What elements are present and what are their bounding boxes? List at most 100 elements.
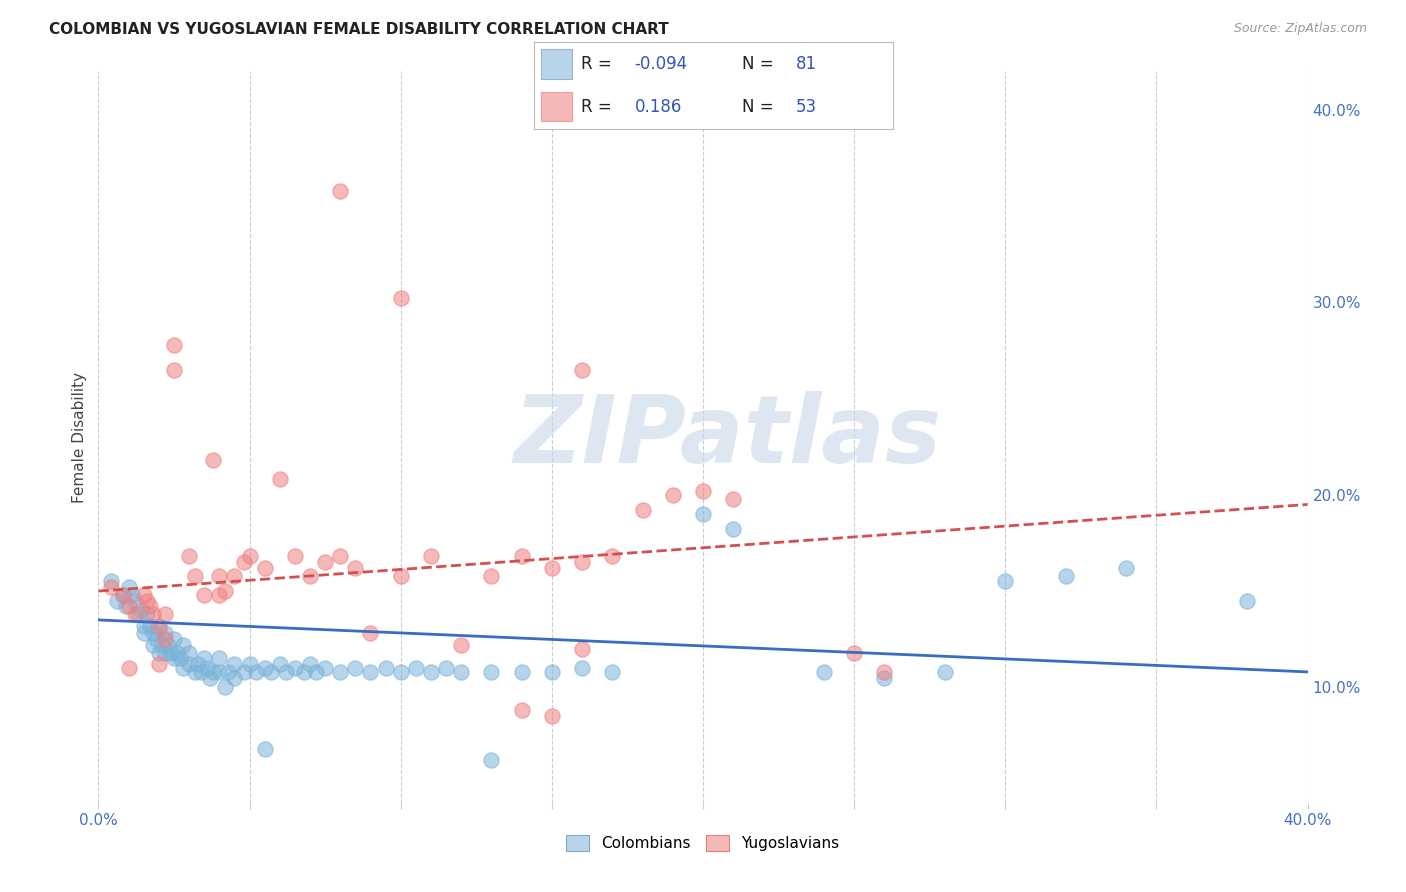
Point — [344, 661, 367, 675]
Point — [253, 561, 276, 575]
Point — [163, 362, 186, 376]
Point — [510, 703, 533, 717]
Point — [420, 549, 443, 564]
Point — [540, 665, 562, 679]
Point — [360, 665, 382, 679]
Point — [142, 638, 165, 652]
Point — [163, 651, 186, 665]
Point — [314, 661, 336, 675]
Point — [232, 665, 254, 679]
Point — [1115, 561, 1137, 575]
Point — [389, 665, 412, 679]
Point — [253, 661, 276, 675]
Point — [274, 665, 297, 679]
FancyBboxPatch shape — [541, 92, 572, 121]
Point — [208, 651, 231, 665]
Point — [934, 665, 956, 679]
Point — [481, 754, 503, 768]
Point — [389, 292, 412, 306]
Point — [994, 574, 1017, 589]
Text: ZIPatlas: ZIPatlas — [513, 391, 941, 483]
Text: Source: ZipAtlas.com: Source: ZipAtlas.com — [1233, 22, 1367, 36]
Point — [844, 646, 866, 660]
Point — [253, 742, 276, 756]
Point — [1236, 593, 1258, 607]
Point — [661, 488, 683, 502]
Point — [127, 607, 149, 622]
Text: N =: N = — [742, 97, 779, 116]
Point — [166, 646, 188, 660]
Text: N =: N = — [742, 54, 779, 73]
Point — [100, 580, 122, 594]
Point — [299, 657, 322, 672]
Point — [163, 632, 186, 647]
Point — [163, 337, 186, 351]
Point — [450, 665, 472, 679]
Point — [245, 665, 267, 679]
Point — [132, 626, 155, 640]
Point — [100, 574, 122, 589]
Point — [118, 599, 141, 614]
Point — [1054, 568, 1077, 582]
Point — [121, 588, 143, 602]
Text: 53: 53 — [796, 97, 817, 116]
Point — [389, 568, 412, 582]
Point — [193, 651, 215, 665]
Point — [172, 638, 194, 652]
Point — [148, 646, 170, 660]
Point — [510, 665, 533, 679]
Point — [481, 568, 503, 582]
Point — [145, 632, 167, 647]
FancyBboxPatch shape — [541, 49, 572, 79]
Point — [692, 507, 714, 521]
Text: 81: 81 — [796, 54, 817, 73]
Point — [374, 661, 396, 675]
Point — [450, 638, 472, 652]
Point — [148, 618, 170, 632]
Text: 0.186: 0.186 — [634, 97, 682, 116]
Point — [631, 503, 654, 517]
Point — [260, 665, 283, 679]
Point — [571, 362, 593, 376]
Point — [148, 657, 170, 672]
Point — [217, 665, 239, 679]
Point — [202, 665, 225, 679]
Point — [105, 593, 128, 607]
Point — [156, 638, 179, 652]
Point — [360, 626, 382, 640]
Point — [142, 607, 165, 622]
Point — [114, 599, 136, 614]
Point — [111, 588, 134, 602]
Point — [873, 665, 896, 679]
Text: R =: R = — [581, 54, 617, 73]
Point — [284, 661, 307, 675]
Text: COLOMBIAN VS YUGOSLAVIAN FEMALE DISABILITY CORRELATION CHART: COLOMBIAN VS YUGOSLAVIAN FEMALE DISABILI… — [49, 22, 669, 37]
Point — [132, 618, 155, 632]
Point — [111, 588, 134, 602]
Y-axis label: Female Disability: Female Disability — [72, 371, 87, 503]
Point — [214, 584, 236, 599]
Legend: Colombians, Yugoslavians: Colombians, Yugoslavians — [561, 830, 845, 857]
Point — [193, 588, 215, 602]
Point — [329, 665, 352, 679]
Point — [571, 661, 593, 675]
Point — [129, 603, 152, 617]
Point — [481, 665, 503, 679]
Point — [284, 549, 307, 564]
Point — [132, 588, 155, 602]
Point — [314, 555, 336, 569]
Point — [232, 555, 254, 569]
Point — [813, 665, 835, 679]
Point — [179, 646, 201, 660]
Point — [269, 657, 291, 672]
Point — [153, 626, 176, 640]
Point — [214, 681, 236, 695]
Point — [692, 483, 714, 498]
Point — [153, 632, 176, 647]
Point — [208, 568, 231, 582]
Point — [142, 626, 165, 640]
Point — [195, 661, 218, 675]
Point — [434, 661, 457, 675]
Point — [329, 549, 352, 564]
Point — [124, 607, 146, 622]
